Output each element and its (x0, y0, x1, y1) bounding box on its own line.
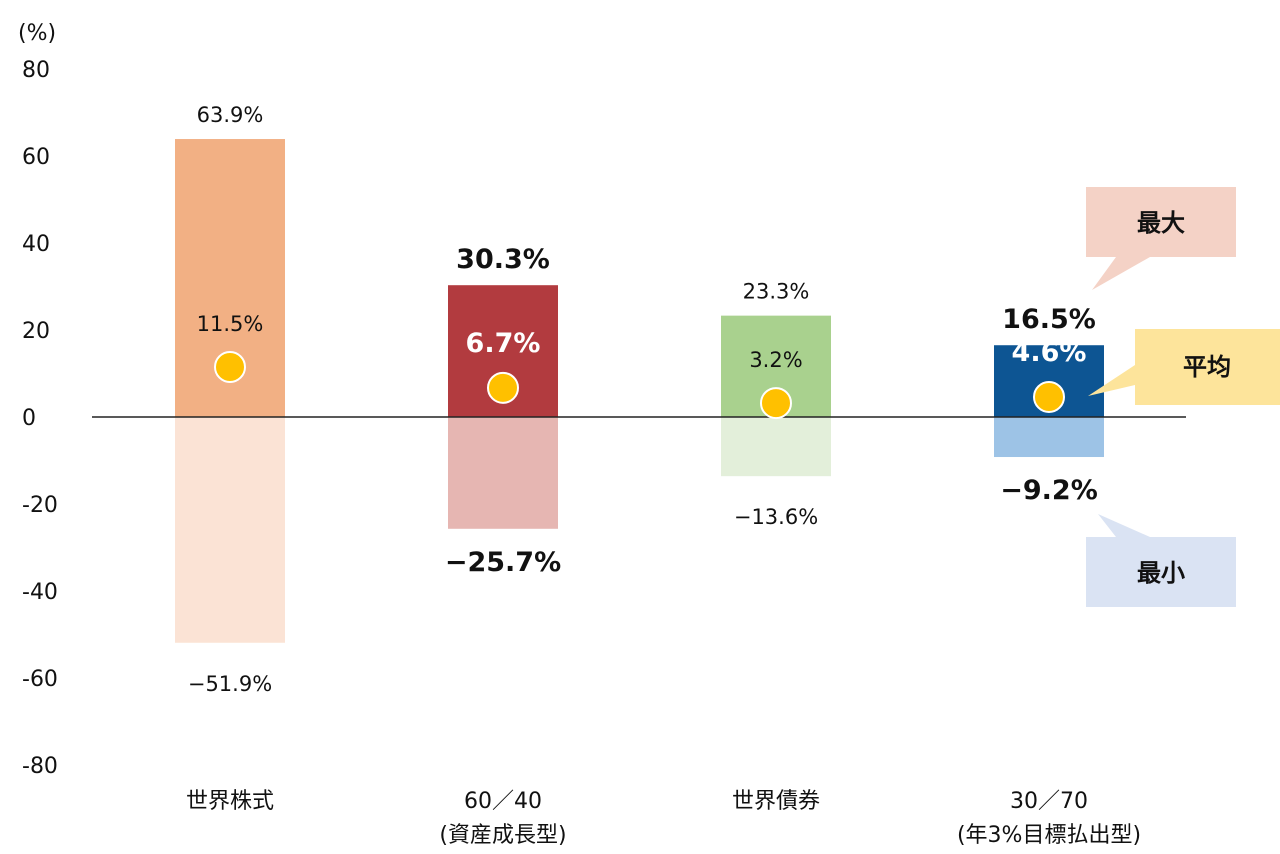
max-value-label: 30.3% (456, 244, 550, 275)
y-tick-label: 0 (22, 406, 36, 431)
legend-min-callout (1086, 514, 1236, 607)
category-label: 60／40 (464, 789, 542, 814)
y-tick-label: -40 (22, 580, 58, 605)
legend-max-callout (1086, 187, 1236, 290)
category-label: 世界債券 (732, 789, 820, 814)
legend-avg-label: 平均 (1183, 353, 1231, 381)
average-value-label: 4.6% (1012, 337, 1087, 368)
average-marker (214, 350, 246, 383)
y-axis-unit: (%) (18, 21, 56, 46)
average-value-label: 6.7% (466, 328, 541, 359)
legend-avg-callout (1088, 329, 1280, 405)
bar-min (721, 417, 831, 477)
average-marker (1033, 380, 1065, 413)
category-labels-group: 世界株式 60／40 (資産成長型) 世界債券 30／70 (年3%目標払出型) (186, 789, 1141, 848)
average-marker (760, 387, 792, 420)
min-value-label: −13.6% (734, 505, 818, 529)
category-sublabel: (資産成長型) (439, 823, 566, 848)
average-markers-group (214, 350, 1065, 420)
category-sublabel: (年3%目標払出型) (957, 823, 1141, 848)
min-value-label: −51.9% (188, 672, 272, 696)
legend-min-label: 最小 (1137, 559, 1185, 587)
max-value-label: 16.5% (1002, 304, 1096, 335)
y-tick-label: -80 (22, 754, 58, 779)
legend-callouts: 最大 平均 最小 (1086, 187, 1280, 607)
y-axis-ticks: 80 60 40 20 0 -20 -40 -60 -80 (22, 58, 58, 779)
max-value-label: 63.9% (197, 103, 264, 127)
bar-min (448, 417, 558, 529)
category-label: 30／70 (1010, 789, 1088, 814)
y-tick-label: 80 (22, 58, 50, 83)
data-labels-group: 63.9% −51.9% 11.5% 30.3% −25.7% 6.7% 23.3% −13.… (188, 103, 1098, 696)
bar-min (994, 417, 1104, 458)
y-tick-label: 40 (22, 232, 50, 257)
legend-max-label: 最大 (1137, 209, 1185, 237)
average-value-label: 3.2% (749, 348, 802, 372)
min-value-label: −25.7% (445, 547, 561, 578)
max-value-label: 23.3% (743, 280, 810, 304)
y-tick-label: 20 (22, 319, 50, 344)
category-label: 世界株式 (186, 789, 274, 814)
y-tick-label: -60 (22, 667, 58, 692)
average-marker (487, 371, 519, 404)
y-tick-label: -20 (22, 493, 58, 518)
min-value-label: −9.2% (1000, 475, 1098, 506)
bars-group (175, 139, 1104, 643)
bar-min (175, 417, 285, 643)
y-tick-label: 60 (22, 145, 50, 170)
average-value-label: 11.5% (197, 312, 264, 336)
